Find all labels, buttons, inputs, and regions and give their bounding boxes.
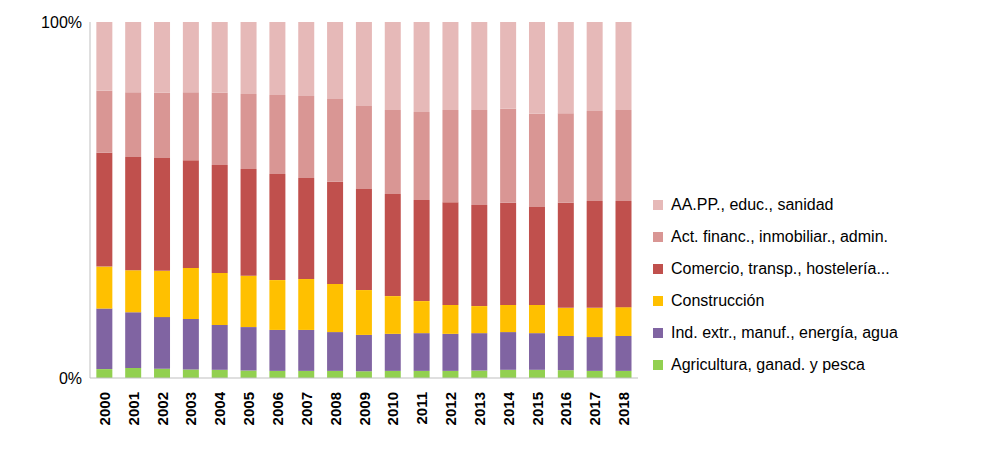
svg-text:2018: 2018 [615,392,632,425]
svg-text:2015: 2015 [529,392,546,425]
svg-text:0%: 0% [59,370,82,387]
html-text:Act. financ., inmobiliar., adm: Act. financ., inmobiliar., admin. [671,228,888,245]
svg-text:2013: 2013 [471,392,488,425]
svg-text:2012: 2012 [442,392,459,425]
html-text:Comercio, transp., hostelería.: Comercio, transp., hostelería... [671,260,890,277]
svg-text:100%: 100% [41,14,82,31]
svg-text:2002: 2002 [154,392,171,425]
html-text:Ind. extr., manuf., energía, a: Ind. extr., manuf., energía, agua [671,324,898,341]
svg-text:2000: 2000 [96,392,113,425]
svg-text:2006: 2006 [269,392,286,425]
svg-text:2009: 2009 [356,392,373,425]
svg-text:2003: 2003 [182,392,199,425]
svg-text:2017: 2017 [586,392,603,425]
svg-text:2008: 2008 [327,392,344,425]
svg-text:2010: 2010 [384,392,401,425]
html-text:Construcción: Construcción [671,292,765,309]
svg-text:2016: 2016 [557,392,574,425]
svg-text:2014: 2014 [500,391,517,425]
svg-text:2007: 2007 [298,392,315,425]
svg-text:2001: 2001 [125,392,142,425]
svg-text:2004: 2004 [211,391,228,425]
html-text:AA.PP., educ., sanidad: AA.PP., educ., sanidad [671,196,834,213]
html-text:Agricultura, ganad. y pesca: Agricultura, ganad. y pesca [671,356,865,373]
svg-text:2011: 2011 [413,392,430,425]
svg-text:2005: 2005 [240,392,257,425]
